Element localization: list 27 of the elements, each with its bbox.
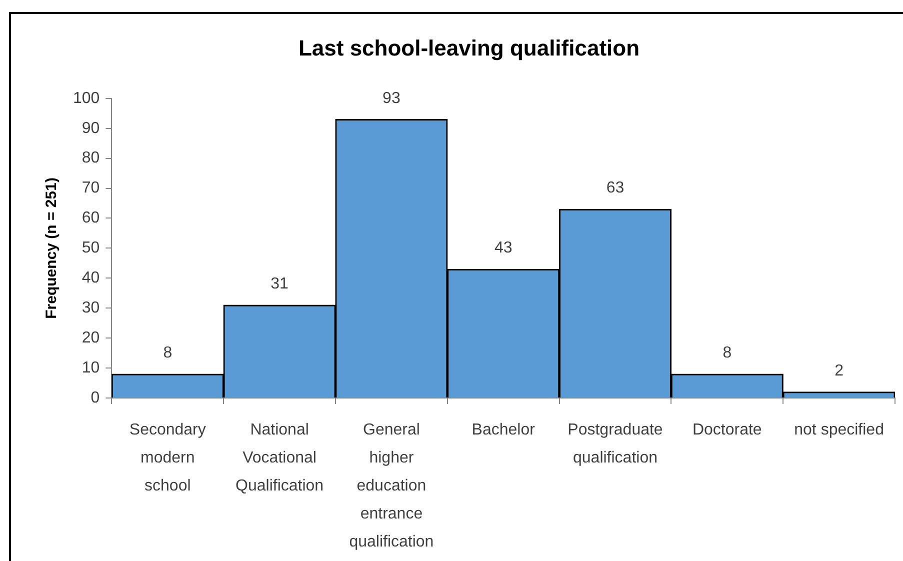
x-tick-label: not specified — [794, 421, 884, 438]
y-tick-label: 10 — [82, 359, 100, 376]
chart-title: Last school-leaving qualification — [298, 35, 640, 60]
y-tick-label: 90 — [82, 120, 100, 137]
y-axis-title: Frequency (n = 251) — [43, 178, 60, 319]
y-tick-label: 0 — [90, 389, 100, 406]
x-tick-label: Postgraduate qualification — [568, 421, 663, 466]
y-tick-label: 70 — [82, 180, 100, 197]
y-tick-label: 50 — [82, 240, 100, 257]
data-label: 8 — [163, 344, 172, 362]
y-tick-label: 40 — [82, 270, 100, 287]
y-tick-label: 100 — [72, 90, 100, 107]
x-tick-label: Doctorate — [692, 421, 762, 438]
y-tick-label: 60 — [82, 210, 100, 227]
data-label: 31 — [270, 276, 289, 293]
y-tick-label: 80 — [82, 150, 100, 167]
x-tick-label: Secondary modern school — [129, 421, 206, 494]
x-tick-label: Bachelor — [472, 421, 536, 438]
data-label: 43 — [494, 240, 512, 257]
data-label: 8 — [722, 344, 732, 362]
data-label: 2 — [834, 362, 844, 380]
y-tick-label: 30 — [82, 300, 100, 317]
data-label: 63 — [606, 180, 624, 197]
y-tick-label: 20 — [82, 329, 100, 346]
x-tick-label: National Vocational Qualification — [236, 421, 324, 494]
data-label: 93 — [382, 90, 400, 107]
x-tick-label: General higher education entrance qualification — [349, 421, 434, 550]
